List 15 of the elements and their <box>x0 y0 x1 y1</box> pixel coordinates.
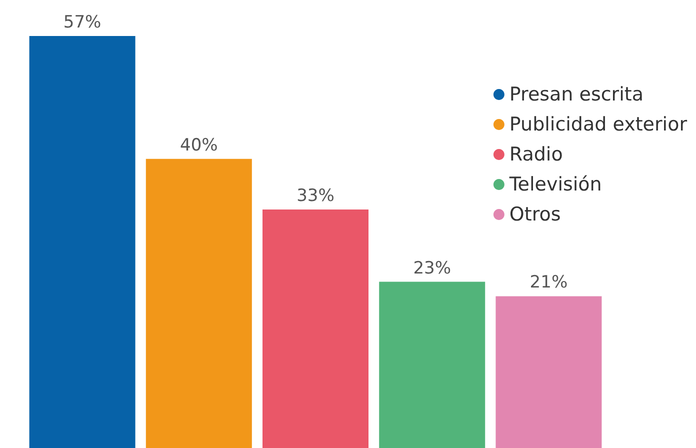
legend-label: Radio <box>509 144 563 166</box>
data-label: 33% <box>296 186 334 206</box>
bar <box>262 209 368 448</box>
legend-label: Publicidad exterior <box>509 114 688 136</box>
data-label: 40% <box>180 135 218 156</box>
data-label: 21% <box>530 272 568 293</box>
bar <box>29 36 136 448</box>
bar <box>379 282 486 448</box>
data-label: 23% <box>413 258 451 278</box>
data-label: 57% <box>63 12 102 32</box>
legend-label: Presan escrita <box>509 84 644 106</box>
legend-label: Otros <box>509 204 561 226</box>
legend-label: Televisión <box>508 174 602 196</box>
bar <box>496 296 602 448</box>
bar <box>146 158 252 448</box>
